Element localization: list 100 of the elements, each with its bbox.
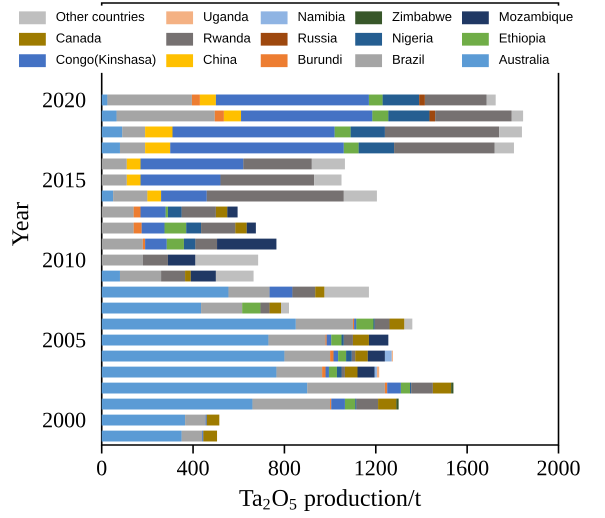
bar bbox=[344, 334, 353, 346]
bar bbox=[355, 350, 368, 362]
bar bbox=[389, 318, 404, 330]
legend-label: Ethiopia bbox=[500, 33, 546, 46]
bar bbox=[107, 94, 192, 106]
bar bbox=[243, 158, 312, 170]
bar bbox=[142, 254, 168, 266]
bar bbox=[214, 110, 224, 122]
bar bbox=[201, 302, 242, 314]
bar bbox=[102, 366, 276, 378]
bar bbox=[102, 382, 308, 394]
bar bbox=[102, 350, 284, 362]
bar bbox=[102, 430, 182, 442]
bar bbox=[102, 334, 268, 346]
bar bbox=[382, 94, 420, 106]
bar bbox=[228, 286, 270, 298]
bar bbox=[432, 382, 452, 394]
bar bbox=[200, 94, 216, 106]
bar bbox=[161, 190, 207, 202]
bar bbox=[126, 174, 141, 186]
legend-label: Other countries bbox=[56, 12, 144, 22]
bar bbox=[195, 238, 218, 250]
bar bbox=[192, 94, 200, 106]
y-tick-label: 2005 bbox=[43, 332, 86, 348]
bar bbox=[411, 382, 433, 394]
bar bbox=[217, 238, 276, 250]
bar bbox=[344, 398, 356, 410]
legend-label: Uganda bbox=[204, 12, 249, 24]
bar bbox=[344, 366, 358, 378]
bar bbox=[102, 414, 186, 426]
bar bbox=[172, 126, 335, 138]
bar bbox=[102, 206, 134, 218]
bar bbox=[435, 110, 512, 122]
bar bbox=[216, 206, 228, 218]
bar bbox=[142, 222, 165, 234]
bar bbox=[102, 302, 202, 314]
bar bbox=[195, 254, 258, 266]
bar bbox=[113, 190, 148, 202]
bar bbox=[102, 270, 120, 282]
bar bbox=[372, 110, 388, 122]
bar bbox=[140, 206, 166, 218]
legend-label: Namibia bbox=[298, 12, 346, 22]
bar bbox=[331, 398, 345, 410]
bar bbox=[384, 350, 392, 362]
y-tick-label: 2015 bbox=[43, 172, 86, 188]
bar bbox=[358, 142, 394, 154]
bar bbox=[296, 318, 353, 330]
bar bbox=[170, 142, 344, 154]
bar bbox=[368, 334, 388, 346]
bar bbox=[404, 318, 412, 330]
bar bbox=[216, 270, 254, 282]
bar bbox=[326, 334, 332, 346]
bar bbox=[499, 126, 522, 138]
y-tick-label: 2000 bbox=[43, 412, 86, 428]
bar bbox=[140, 174, 220, 186]
bar bbox=[352, 334, 369, 346]
legend-label: Brazil bbox=[393, 54, 424, 64]
bar bbox=[241, 110, 372, 122]
bar bbox=[201, 222, 236, 234]
bar bbox=[252, 398, 330, 410]
bar bbox=[102, 110, 117, 122]
x-tick-label: 2000 bbox=[537, 460, 580, 476]
bar bbox=[400, 382, 410, 394]
y-axis-title: Year bbox=[12, 202, 28, 246]
bar bbox=[102, 94, 108, 106]
bar bbox=[102, 190, 114, 202]
bar bbox=[120, 142, 146, 154]
legend-label: Congo(Kinshasa) bbox=[56, 54, 156, 67]
bar bbox=[102, 222, 134, 234]
bar bbox=[102, 286, 228, 298]
bar bbox=[334, 126, 351, 138]
bar bbox=[102, 126, 122, 138]
bar bbox=[216, 94, 369, 106]
x-axis-title: Ta$_{2}$O$_{5}$ production/t bbox=[239, 489, 422, 512]
bar bbox=[342, 366, 345, 378]
legend-label: Burundi bbox=[298, 54, 342, 64]
bar bbox=[280, 302, 289, 314]
x-tick-label: 400 bbox=[177, 460, 209, 476]
bar bbox=[378, 398, 396, 410]
bar bbox=[145, 142, 170, 154]
bar bbox=[185, 414, 206, 426]
bar bbox=[182, 430, 202, 442]
bar bbox=[330, 350, 334, 362]
bar bbox=[292, 286, 316, 298]
bar bbox=[140, 158, 244, 170]
bar bbox=[315, 286, 324, 298]
legend-label: China bbox=[204, 54, 237, 64]
bar bbox=[429, 110, 436, 122]
bar bbox=[270, 302, 281, 314]
bar bbox=[116, 110, 215, 122]
bar bbox=[102, 238, 143, 250]
bar bbox=[206, 414, 220, 426]
y-tick-label: 2020 bbox=[43, 92, 86, 108]
bar bbox=[190, 270, 216, 282]
bar bbox=[512, 110, 524, 122]
legend-label: Nigeria bbox=[393, 33, 434, 46]
bar bbox=[270, 286, 292, 298]
bar bbox=[145, 238, 167, 250]
bar bbox=[344, 190, 377, 202]
bar bbox=[145, 126, 173, 138]
